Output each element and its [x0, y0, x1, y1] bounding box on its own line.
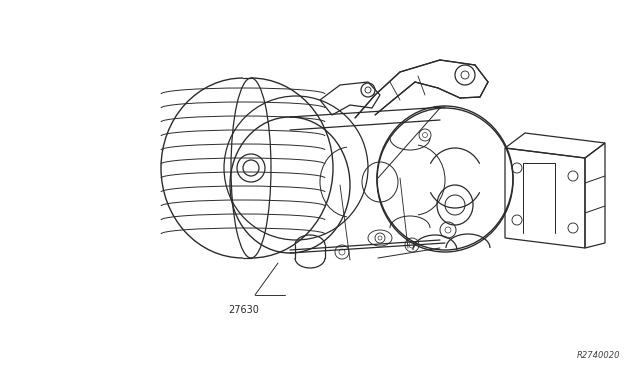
- Text: 27630: 27630: [228, 305, 259, 315]
- Text: R2740020: R2740020: [577, 351, 620, 360]
